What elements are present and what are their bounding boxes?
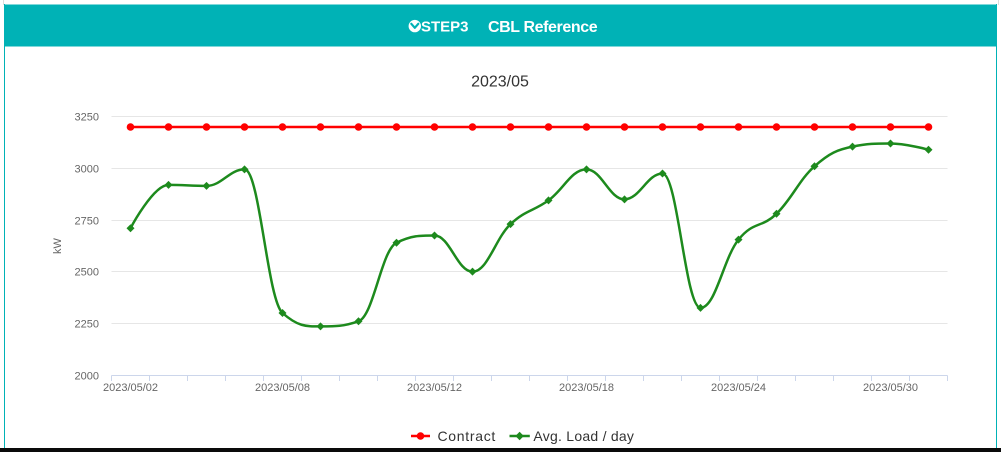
svg-text:STEP3: STEP3 [421, 19, 469, 36]
svg-text:2023/05/08: 2023/05/08 [255, 382, 310, 394]
svg-text:2750: 2750 [75, 216, 99, 228]
svg-text:2023/05/30: 2023/05/30 [863, 382, 918, 394]
svg-text:2023/05/18: 2023/05/18 [559, 382, 614, 394]
svg-text:2250: 2250 [75, 319, 99, 331]
svg-text:2500: 2500 [75, 267, 99, 279]
svg-text:2023/05/12: 2023/05/12 [407, 382, 462, 394]
svg-text:2023/05/02: 2023/05/02 [103, 382, 158, 394]
svg-text:CBL Reference: CBL Reference [488, 19, 598, 36]
svg-text:kW: kW [52, 237, 64, 254]
svg-text:2023/05: 2023/05 [471, 74, 529, 91]
svg-text:3250: 3250 [75, 112, 99, 124]
svg-text:2000: 2000 [75, 371, 99, 383]
svg-text:3000: 3000 [75, 164, 99, 176]
svg-text:Contract: Contract [438, 428, 497, 444]
svg-text:2023/05/24: 2023/05/24 [711, 382, 766, 394]
svg-text:Avg. Load / day: Avg. Load / day [533, 428, 634, 444]
